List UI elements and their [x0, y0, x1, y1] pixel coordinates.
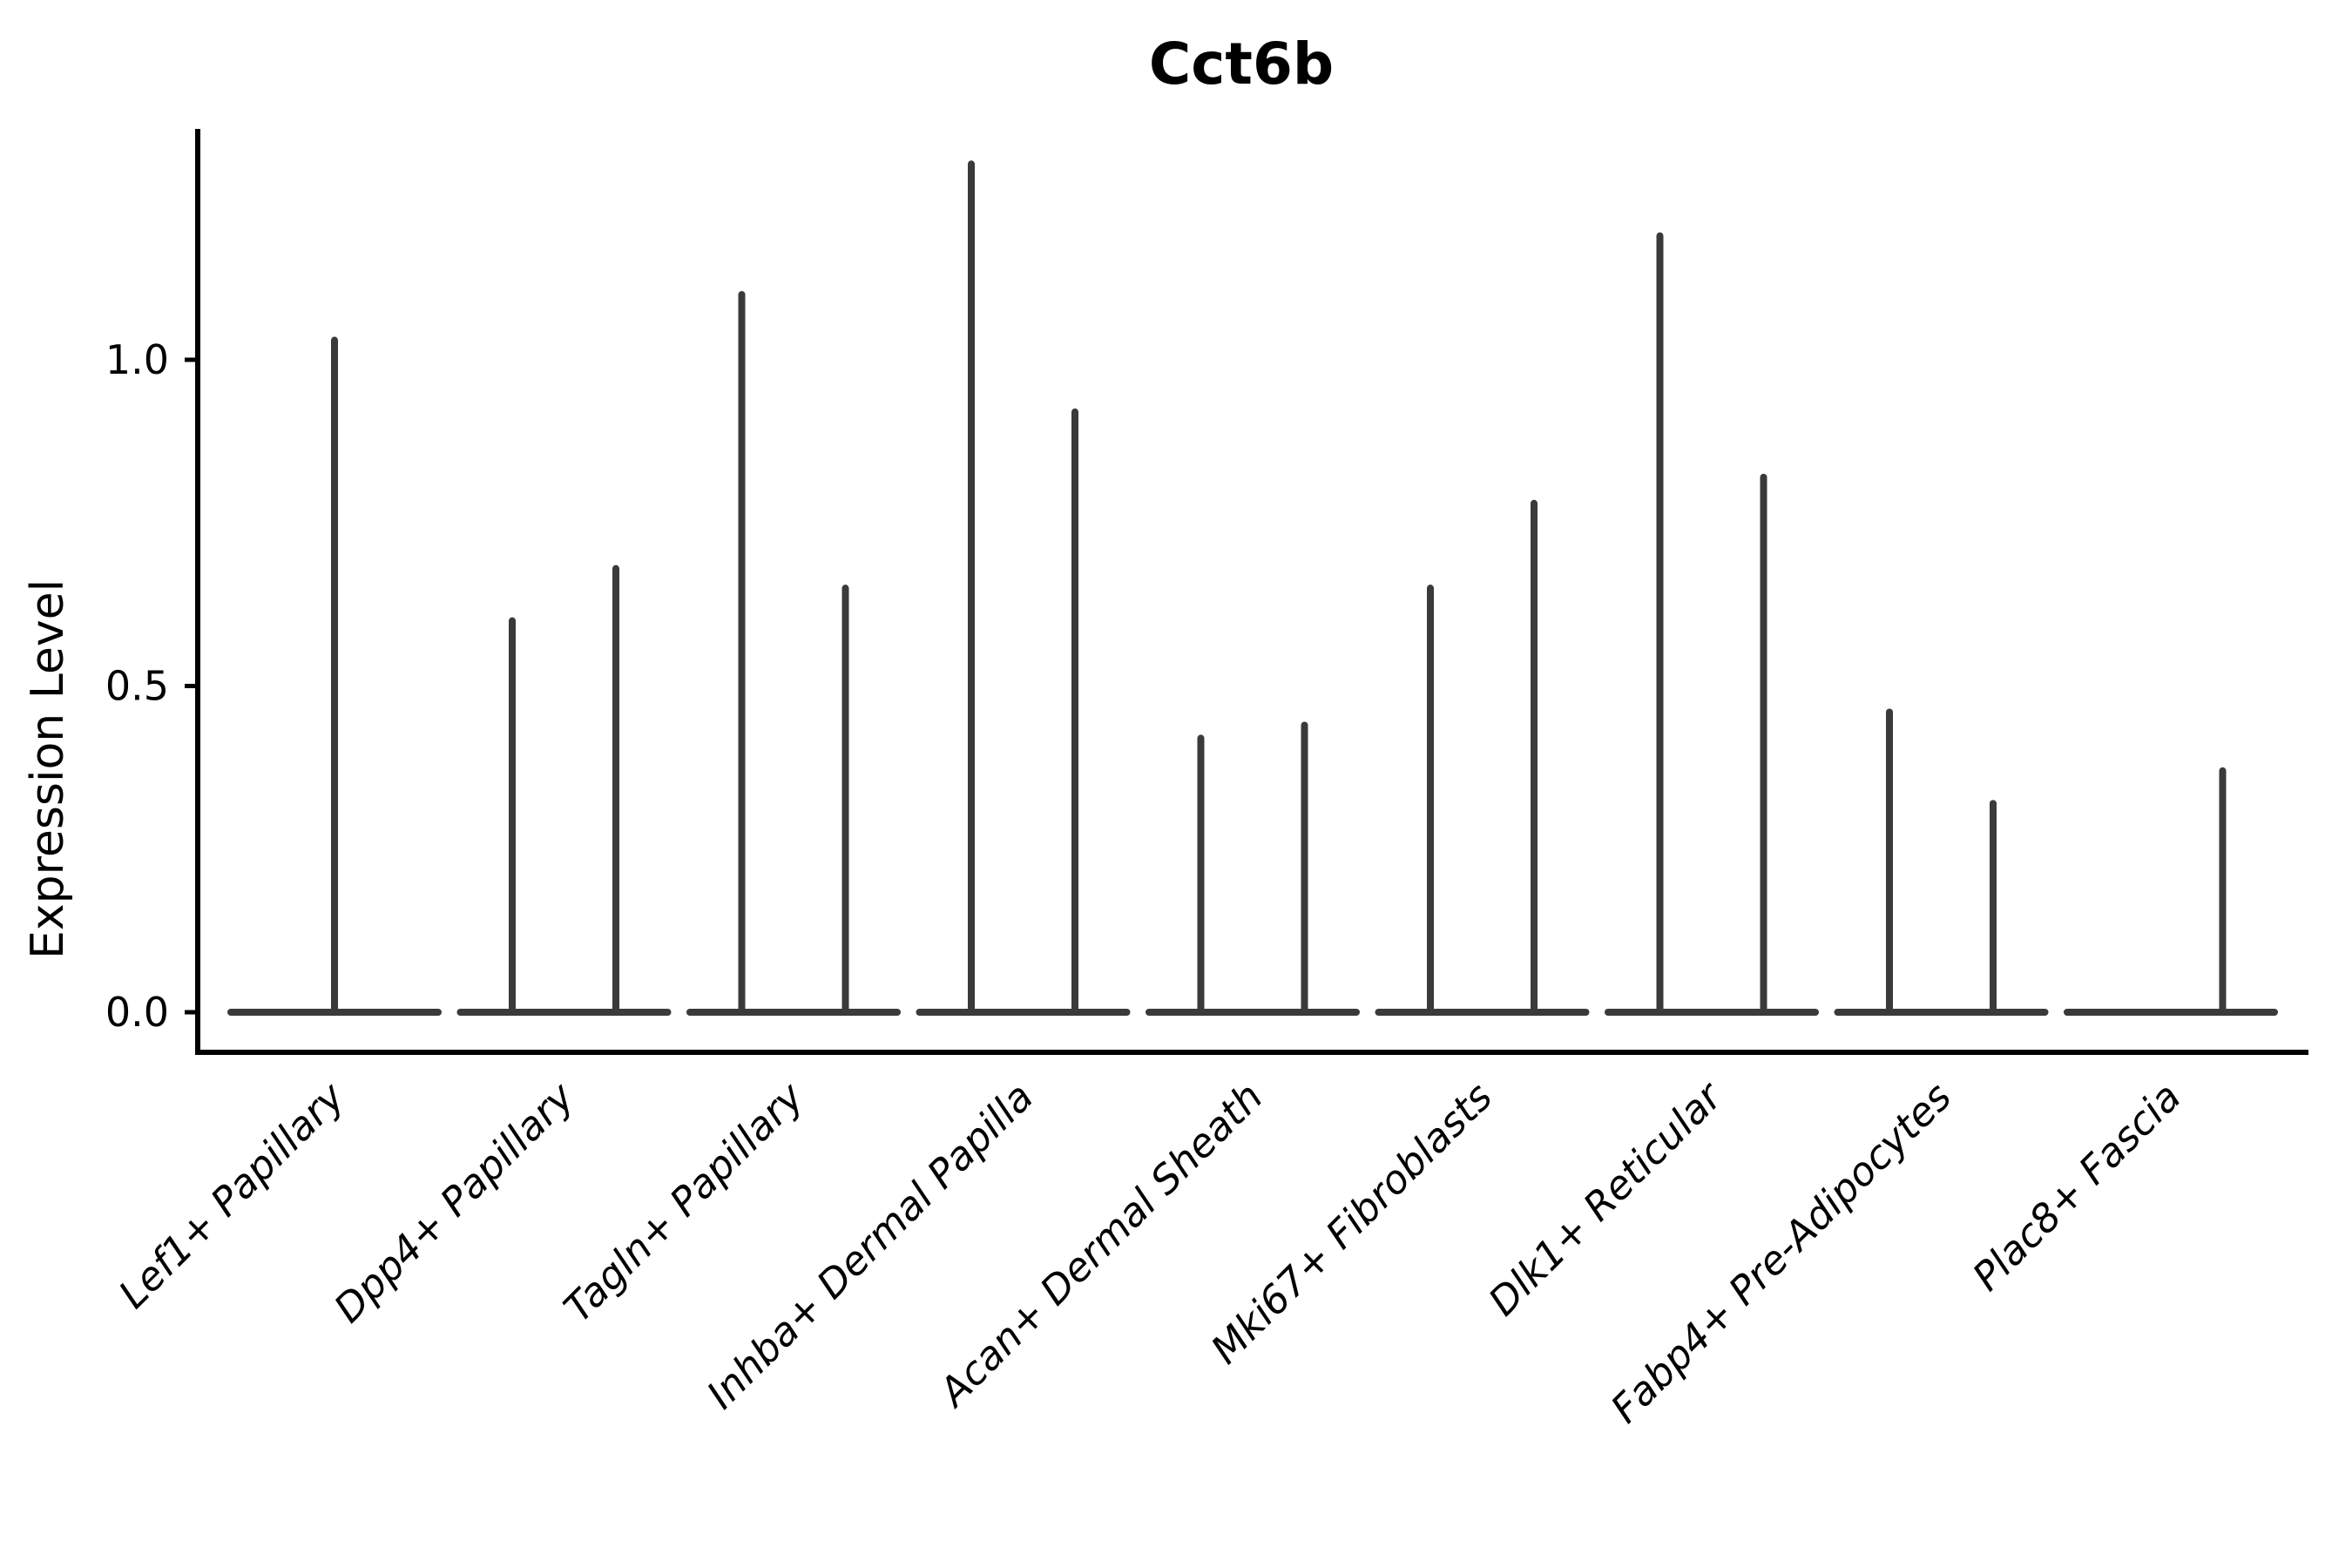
violin-group	[916, 160, 1131, 1016]
violin-group	[1605, 232, 1819, 1016]
x-tick-label: Lef1+ Papillary	[110, 1072, 355, 1317]
y-tick-label: 0.0	[105, 989, 169, 1036]
violin-group	[227, 336, 442, 1016]
y-ticks-layer: 0.0 0.5 1.0	[105, 336, 198, 1036]
violin-group	[2064, 767, 2278, 1016]
violin-group	[456, 564, 672, 1016]
x-tick-label: Plac8+ Fascia	[1963, 1073, 2190, 1300]
violin-group	[1375, 499, 1590, 1016]
violin-group	[686, 291, 901, 1016]
y-tick-label: 0.5	[105, 663, 169, 710]
x-tick-label: Dpp4+ Papillary	[325, 1072, 584, 1331]
x-tick-label: Tagln+ Papillary	[555, 1072, 814, 1331]
y-tick-label: 1.0	[105, 336, 169, 383]
violin-group	[1146, 721, 1360, 1016]
x-tick-label: Dlk1+ Reticular	[1479, 1072, 1732, 1325]
violin-group	[1834, 708, 2049, 1016]
violins-layer	[227, 160, 2278, 1016]
chart-title: Cct6b	[1149, 30, 1334, 98]
y-axis-label: Expression Level	[22, 579, 74, 959]
